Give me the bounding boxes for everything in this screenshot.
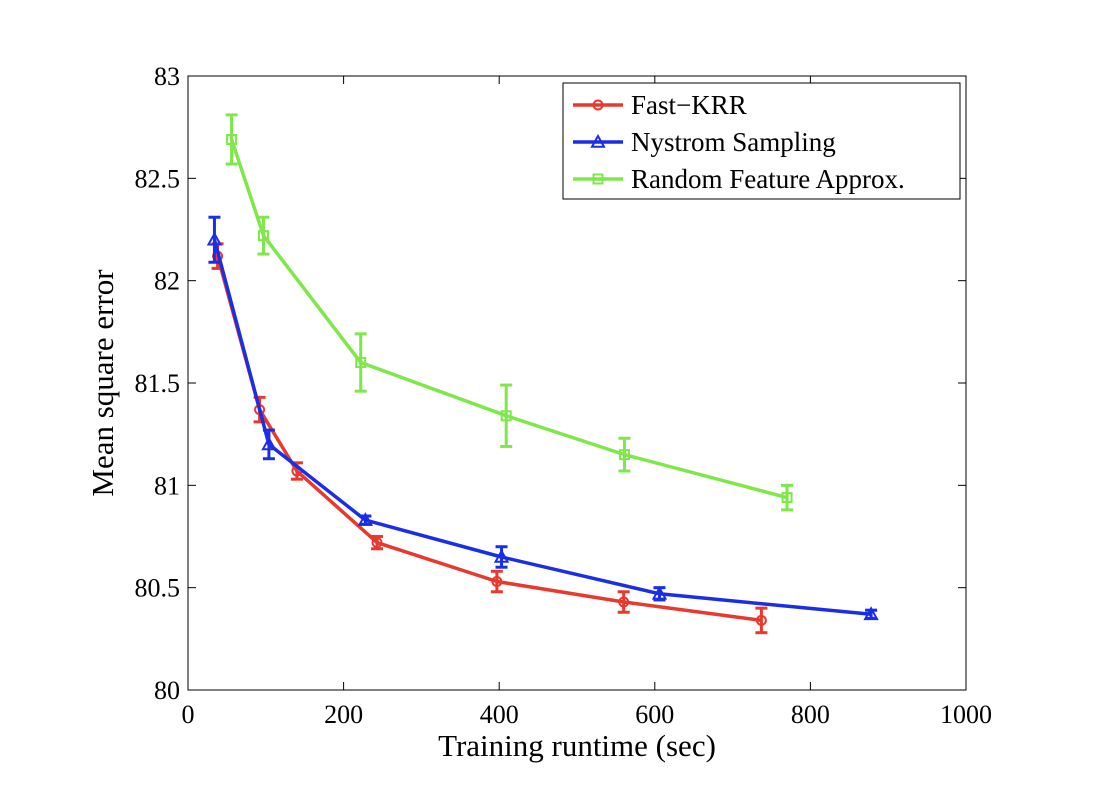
y-axis-ticks: 80 80.5 81 81.5 82 82.5 83 bbox=[135, 62, 966, 705]
error-bar bbox=[225, 113, 238, 166]
legend-swatch-marker bbox=[592, 173, 604, 185]
error-bar bbox=[490, 569, 503, 594]
legend-entry: Nystrom Sampling bbox=[573, 127, 836, 157]
data-point bbox=[206, 231, 223, 246]
legend: Fast−KRR Nystrom Sampling Random Feature A… bbox=[562, 82, 961, 200]
error-bar bbox=[500, 383, 513, 448]
data-point bbox=[618, 596, 630, 608]
y-tick-label: 82.5 bbox=[135, 164, 181, 193]
data-point bbox=[491, 576, 503, 588]
data-point bbox=[755, 614, 767, 626]
y-tick-label: 82 bbox=[154, 267, 180, 296]
legend-swatch-marker bbox=[590, 133, 606, 148]
series-line bbox=[229, 138, 788, 500]
x-tick-label: 200 bbox=[324, 700, 363, 729]
series-3 bbox=[225, 113, 794, 512]
x-tick-label: 800 bbox=[791, 700, 830, 729]
x-axis-label: Training runtime (sec) bbox=[438, 728, 716, 763]
series-2 bbox=[206, 215, 879, 621]
data-point bbox=[355, 357, 367, 369]
legend-label: Fast−KRR bbox=[631, 90, 747, 120]
x-tick-label: 600 bbox=[635, 700, 674, 729]
error-bar bbox=[617, 590, 630, 614]
legend-label: Random Feature Approx. bbox=[631, 164, 905, 194]
y-tick-label: 80 bbox=[154, 676, 180, 705]
y-axis-label: Mean square error bbox=[85, 269, 120, 497]
data-point bbox=[371, 537, 383, 549]
data-point bbox=[257, 230, 269, 242]
legend-label: Nystrom Sampling bbox=[631, 127, 836, 157]
series-layer bbox=[206, 113, 879, 635]
error-bar bbox=[618, 436, 631, 473]
error-bar bbox=[257, 215, 270, 256]
data-point bbox=[261, 436, 277, 451]
error-bar bbox=[755, 606, 768, 635]
y-tick-label: 80.5 bbox=[135, 574, 181, 603]
legend-entry: Fast−KRR bbox=[573, 90, 747, 120]
error-bar bbox=[354, 332, 367, 393]
error-bar bbox=[781, 483, 794, 512]
data-point bbox=[500, 410, 512, 422]
legend-entry: Random Feature Approx. bbox=[573, 164, 905, 194]
error-bar bbox=[262, 428, 275, 461]
x-tick-label: 400 bbox=[480, 700, 519, 729]
series-line bbox=[212, 239, 872, 617]
y-tick-label: 81.5 bbox=[135, 369, 181, 398]
data-point bbox=[863, 606, 879, 621]
legend-box bbox=[562, 82, 961, 200]
data-point bbox=[493, 548, 510, 563]
error-bar bbox=[208, 215, 221, 264]
y-tick-label: 81 bbox=[154, 471, 180, 500]
legend-swatch-marker bbox=[592, 99, 604, 111]
x-tick-label: 1000 bbox=[940, 700, 992, 729]
x-tick-label: 0 bbox=[182, 700, 195, 729]
data-point bbox=[357, 512, 374, 526]
y-tick-label: 83 bbox=[154, 62, 180, 91]
data-point bbox=[226, 133, 238, 145]
data-point bbox=[618, 449, 630, 461]
data-point bbox=[651, 585, 668, 600]
x-axis-ticks: 0 200 400 600 800 1000 bbox=[182, 76, 992, 729]
data-point bbox=[781, 492, 793, 504]
